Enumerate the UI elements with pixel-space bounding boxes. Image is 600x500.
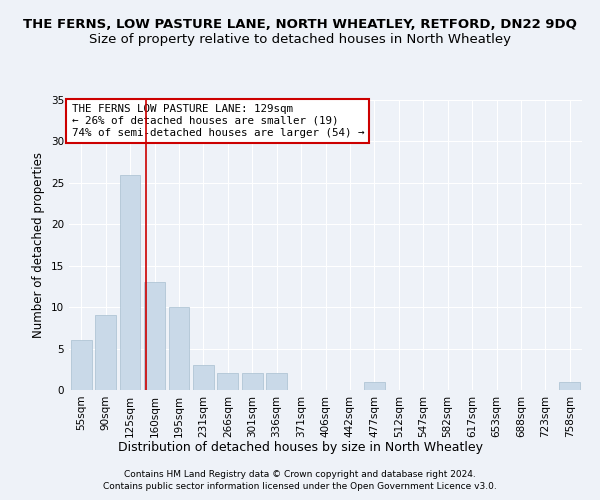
Bar	[217, 374, 238, 390]
Text: Size of property relative to detached houses in North Wheatley: Size of property relative to detached ho…	[89, 32, 511, 46]
Bar	[71, 340, 92, 390]
Bar	[193, 365, 214, 390]
Bar	[364, 382, 385, 390]
Bar	[95, 316, 116, 390]
Bar	[559, 382, 580, 390]
Bar	[169, 307, 190, 390]
Text: Contains HM Land Registry data © Crown copyright and database right 2024.: Contains HM Land Registry data © Crown c…	[124, 470, 476, 479]
Bar	[266, 374, 287, 390]
Text: Distribution of detached houses by size in North Wheatley: Distribution of detached houses by size …	[118, 441, 482, 454]
Bar	[242, 374, 263, 390]
Text: Contains public sector information licensed under the Open Government Licence v3: Contains public sector information licen…	[103, 482, 497, 491]
Text: THE FERNS LOW PASTURE LANE: 129sqm
← 26% of detached houses are smaller (19)
74%: THE FERNS LOW PASTURE LANE: 129sqm ← 26%…	[71, 104, 364, 138]
Text: THE FERNS, LOW PASTURE LANE, NORTH WHEATLEY, RETFORD, DN22 9DQ: THE FERNS, LOW PASTURE LANE, NORTH WHEAT…	[23, 18, 577, 30]
Bar	[119, 174, 140, 390]
Bar	[144, 282, 165, 390]
Y-axis label: Number of detached properties: Number of detached properties	[32, 152, 46, 338]
